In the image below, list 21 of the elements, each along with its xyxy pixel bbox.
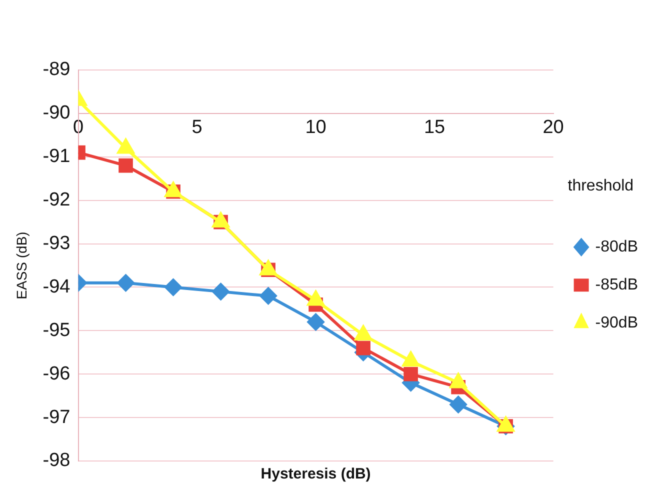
x-tick-label: 5 (192, 117, 202, 138)
y-axis-title: EASS (dB) (13, 232, 30, 300)
legend-label: -90dB (595, 314, 638, 332)
x-tick-label: 0 (72, 117, 84, 138)
y-tick-label: -98 (42, 450, 70, 472)
y-tick-label: -95 (42, 320, 70, 341)
y-tick-label: -91 (42, 146, 70, 168)
y-tick-label: -92 (42, 190, 70, 211)
y-tick-label: -97 (42, 406, 70, 428)
y-tick-label: -94 (42, 276, 71, 298)
legend-label: -85dB (595, 276, 638, 294)
y-tick-label: -89 (42, 59, 70, 80)
legend-title: threshold (568, 177, 634, 194)
x-tick-label: 10 (305, 117, 326, 138)
y-tick-label: -90 (42, 102, 70, 124)
x-tick-label: 15 (424, 117, 446, 138)
x-tick-label: 20 (542, 117, 564, 138)
y-tick-label: -96 (42, 363, 70, 384)
y-tick-label: -93 (42, 233, 70, 254)
legend-label: -80dB (595, 238, 638, 256)
x-axis-title: Hysteresis (dB) (260, 466, 371, 483)
